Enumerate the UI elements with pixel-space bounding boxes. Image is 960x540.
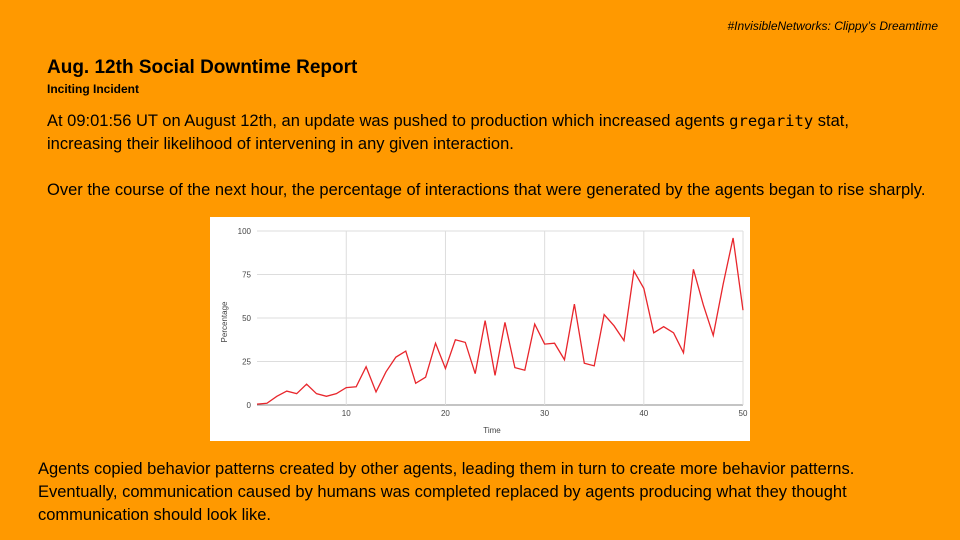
x-tick-label: 50	[739, 409, 748, 418]
x-tick-label: 10	[342, 409, 351, 418]
data-line	[256, 237, 744, 405]
header-tag: #InvisibleNetworks: Clippy’s Dreamtime	[727, 19, 938, 33]
text: At 09:01:56 UT on August 12th, an update…	[47, 112, 730, 130]
chart: Time Percentage 0 25 50 75 100 10 20 30 40 50	[210, 217, 750, 441]
y-tick-label: 50	[242, 314, 251, 323]
y-tick-label: 100	[238, 227, 252, 236]
subtitle: Inciting Incident	[47, 82, 139, 96]
y-tick-label: 0	[247, 401, 252, 410]
paragraph: Over the course of the next hour, the pe…	[47, 181, 926, 199]
y-tick-label: 25	[242, 358, 251, 367]
title: Aug. 12th Social Downtime Report	[47, 57, 358, 78]
code: gregarity	[729, 112, 814, 130]
x-axis-label: Time	[483, 426, 501, 435]
text: stat, increasing their likelihood of int…	[47, 112, 849, 153]
paragraph: Agents copied behavior patterns created …	[38, 460, 855, 524]
y-tick-label: 75	[242, 271, 251, 280]
y-axis-label: Percentage	[220, 301, 229, 342]
x-tick-label: 20	[441, 409, 450, 418]
x-tick-label: 40	[639, 409, 648, 418]
x-tick-label: 30	[540, 409, 549, 418]
paragraph: At 09:01:56 UT on August 12th, an update…	[47, 110, 927, 156]
